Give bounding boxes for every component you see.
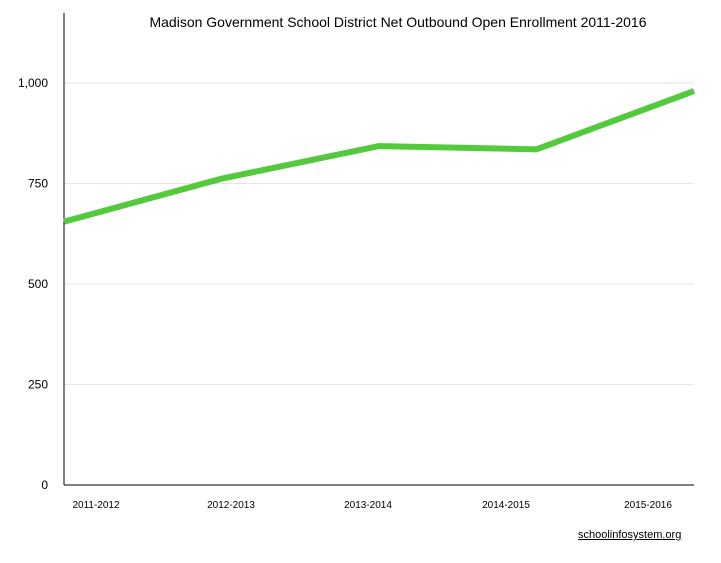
- y-tick-label: 750: [28, 177, 48, 191]
- x-tick-label: 2011-2012: [72, 500, 120, 511]
- axes: [63, 13, 694, 486]
- series: [63, 88, 696, 225]
- gridlines: [64, 82, 694, 385]
- x-tick-label: 2015-2016: [624, 500, 672, 511]
- series-line: [63, 88, 696, 225]
- source-link[interactable]: schoolinfosystem.org: [578, 529, 682, 541]
- x-tick-labels: 2011-2012 2012-2013 2013-2014 2014-2015 2015…: [72, 500, 672, 511]
- y-tick-label: 1,000: [18, 76, 48, 90]
- x-tick-label: 2013-2014: [344, 500, 392, 511]
- chart-title: Madison Government School District Net O…: [149, 14, 647, 30]
- x-tick-label: 2012-2013: [207, 500, 255, 511]
- x-tick-label: 2014-2015: [482, 500, 530, 511]
- y-tick-labels: 0 250 500 750 1,000: [18, 76, 48, 492]
- y-tick-label: 250: [28, 378, 48, 392]
- y-tick-label: 0: [41, 478, 48, 492]
- y-tick-label: 500: [28, 277, 48, 291]
